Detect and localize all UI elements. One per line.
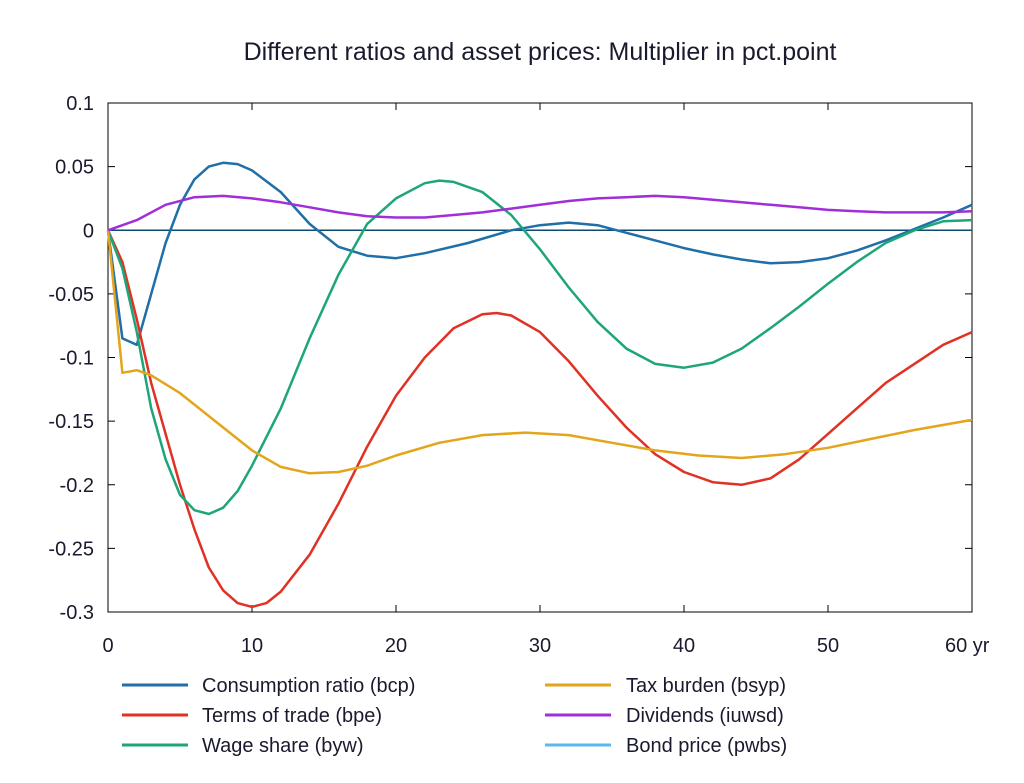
series-line — [106, 179, 973, 516]
y-axis: 0.1 0.05 0 -0.05 -0.1 -0.15 -0.2 -0.25 -0.3 — [48, 93, 972, 624]
x-tick-label: 30 — [529, 635, 551, 657]
x-tick-label: 0 — [102, 635, 113, 657]
x-tick-label: 50 — [817, 635, 839, 657]
series-line — [106, 229, 973, 609]
series-lines — [106, 161, 973, 609]
x-tick-label: 10 — [241, 635, 263, 657]
x-tick-label: 60 yr — [945, 635, 990, 657]
legend-label: Dividends (iuwsd) — [626, 705, 784, 727]
series-line — [106, 230, 973, 475]
y-tick-label: 0 — [83, 220, 94, 242]
plot-border — [107, 102, 973, 613]
chart-title: Different ratios and asset prices: Multi… — [244, 38, 837, 66]
y-tick-label: -0.15 — [48, 411, 94, 433]
y-tick-label: -0.2 — [60, 475, 94, 497]
y-tick-label: 0.05 — [55, 157, 94, 179]
series-line — [107, 194, 973, 232]
y-tick-label: -0.1 — [60, 348, 94, 370]
x-tick-label: 40 — [673, 635, 695, 657]
y-tick-label: -0.05 — [48, 284, 94, 306]
y-tick-label: -0.3 — [60, 602, 94, 624]
y-tick-label: -0.25 — [48, 538, 94, 560]
x-tick-label: 20 — [385, 635, 407, 657]
y-tick-label: 0.1 — [66, 93, 94, 115]
legend: Consumption ratio (bcp) Terms of trade (b… — [122, 675, 787, 757]
plot-frame — [107, 102, 973, 613]
series-line — [106, 161, 973, 347]
legend-label: Consumption ratio (bcp) — [202, 675, 415, 697]
legend-label: Terms of trade (bpe) — [202, 705, 382, 727]
legend-label: Bond price (pwbs) — [626, 735, 787, 757]
legend-label: Tax burden (bsyp) — [626, 675, 786, 697]
x-axis: 0 10 20 30 40 50 60 yr — [102, 103, 990, 657]
legend-label: Wage share (byw) — [202, 735, 364, 757]
